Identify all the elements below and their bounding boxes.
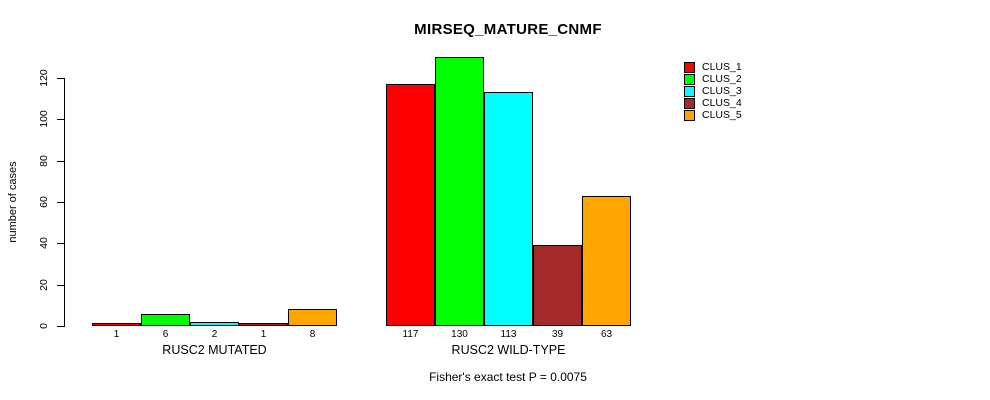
legend-label: CLUS_4 [702, 97, 742, 109]
y-tick-label: 0 [38, 323, 50, 329]
y-tick-mark [57, 160, 64, 162]
y-tick-mark [57, 243, 64, 245]
y-tick-label: 80 [38, 154, 50, 167]
legend-swatch [684, 61, 695, 73]
bar [141, 314, 190, 326]
legend-swatch [684, 97, 695, 109]
bar [435, 57, 484, 326]
group-label: RUSC2 MUTATED [162, 343, 267, 357]
group-label: RUSC2 WILD-TYPE [451, 343, 566, 357]
bar-value-label: 113 [500, 329, 517, 340]
legend-item: CLUS_3 [684, 85, 742, 97]
legend-swatch [684, 73, 695, 85]
bar [533, 245, 582, 326]
bar-value-label: 8 [309, 329, 316, 340]
bar [484, 92, 533, 326]
legend-label: CLUS_5 [702, 109, 742, 121]
y-axis-label: number of cases [7, 161, 19, 243]
chart-title: MIRSEQ_MATURE_CNMF [414, 21, 602, 38]
y-tick-mark [57, 326, 64, 327]
y-tick-mark [57, 78, 64, 79]
y-axis-line [64, 78, 65, 327]
bar [582, 196, 631, 326]
legend-label: CLUS_2 [702, 73, 742, 85]
legend: CLUS_1 CLUS_2 CLUS_3 CLUS_4 CLUS_5 [684, 61, 742, 121]
bar-value-label: 1 [260, 329, 267, 340]
bar-value-label: 6 [162, 329, 169, 340]
bar [288, 309, 337, 326]
legend-item: CLUS_5 [684, 109, 742, 121]
stat-test-annotation: Fisher's exact test P = 0.0075 [429, 370, 587, 384]
bar [190, 322, 239, 326]
bar-value-label: 1 [113, 329, 120, 340]
bar-value-label: 63 [600, 329, 613, 340]
bar [386, 84, 435, 326]
y-tick-mark [57, 202, 64, 203]
y-tick-label: 100 [38, 110, 50, 129]
bar-value-label: 117 [402, 329, 419, 340]
bar [239, 323, 288, 326]
y-tick-mark [57, 284, 64, 286]
y-tick-label: 120 [38, 69, 50, 87]
bar-value-label: 39 [551, 329, 564, 340]
legend-swatch [684, 109, 695, 121]
legend-label: CLUS_3 [702, 85, 742, 97]
legend-item: CLUS_4 [684, 97, 742, 109]
y-tick-label: 60 [38, 196, 50, 208]
bar-value-label: 2 [211, 329, 218, 340]
y-tick-mark [57, 119, 64, 121]
y-tick-label: 40 [38, 237, 50, 250]
y-tick-label: 20 [38, 278, 50, 291]
legend-item: CLUS_1 [684, 61, 742, 73]
legend-item: CLUS_2 [684, 73, 742, 85]
legend-label: CLUS_1 [702, 61, 742, 73]
bar [92, 323, 141, 326]
legend-swatch [684, 85, 695, 97]
bar-value-label: 130 [451, 329, 468, 340]
